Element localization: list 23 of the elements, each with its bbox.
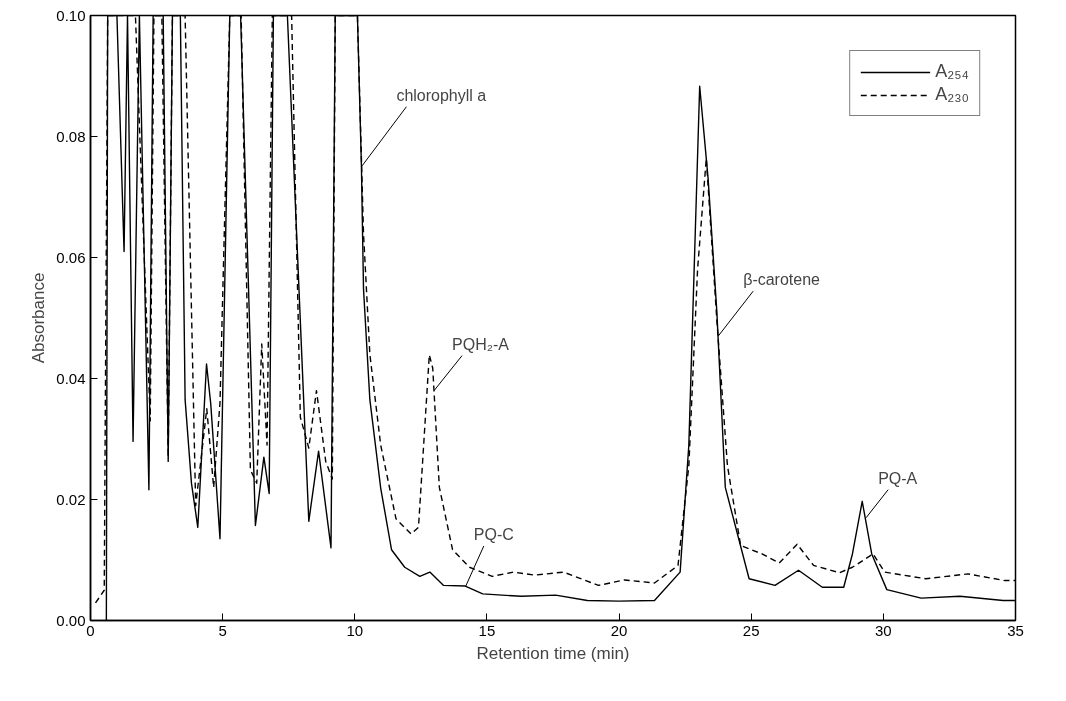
legend-label: A₂₅₄ bbox=[935, 61, 969, 82]
x-axis-title: Retention time (min) bbox=[476, 643, 630, 663]
x-tick-label: 30 bbox=[875, 621, 892, 639]
x-tick-label: 5 bbox=[218, 621, 227, 639]
x-tick-label: 10 bbox=[346, 621, 364, 639]
annotation: PQ-A bbox=[878, 469, 918, 487]
y-tick-label: 0.08 bbox=[56, 127, 86, 145]
legend-label: A₂₃₀ bbox=[935, 84, 969, 105]
x-tick-label: 35 bbox=[1007, 621, 1024, 639]
x-tick-label: 0 bbox=[86, 621, 95, 639]
annotation: β-carotene bbox=[743, 271, 821, 289]
x-tick-label: 15 bbox=[478, 621, 496, 639]
x-tick-label: 25 bbox=[742, 621, 760, 639]
annotation: chlorophyll a bbox=[396, 86, 487, 104]
y-tick-label: 0.02 bbox=[56, 490, 86, 508]
x-tick-label: 20 bbox=[610, 621, 628, 639]
y-tick-label: 0.00 bbox=[56, 611, 86, 629]
y-tick-label: 0.10 bbox=[56, 6, 86, 24]
annotation: PQ-C bbox=[473, 526, 514, 544]
y-tick-label: 0.06 bbox=[56, 248, 86, 266]
y-tick-label: 0.04 bbox=[56, 369, 86, 387]
y-axis-title: Absorbance bbox=[29, 272, 49, 364]
annotation: PQH₂-A bbox=[452, 335, 510, 353]
